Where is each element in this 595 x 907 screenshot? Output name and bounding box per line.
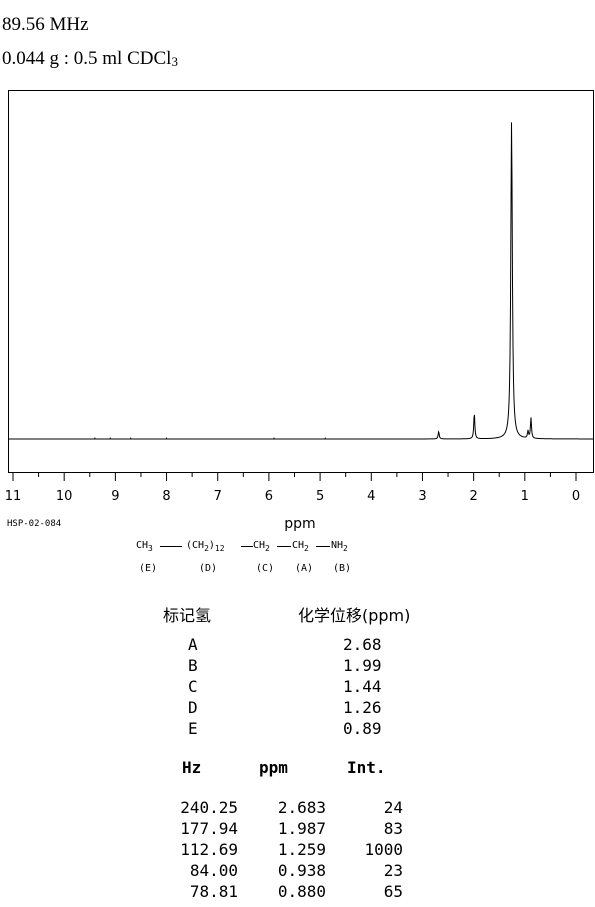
- peak-hz: 84.00: [189, 861, 238, 880]
- x-tick-label: 3: [418, 489, 426, 504]
- spectrum-trace: [9, 122, 594, 440]
- repeat-count: 12: [214, 544, 225, 553]
- group-ch2-a-sub: 2: [304, 544, 309, 553]
- x-axis-label: ppm: [284, 516, 315, 532]
- bond-3: [277, 546, 291, 547]
- group-ch2-a-text: CH: [292, 540, 305, 551]
- group-ch3-sub: 3: [148, 544, 153, 553]
- peak-hz: 177.94: [180, 819, 238, 838]
- nmr-spectrum-chart: 11 10 9 8 7 6 5 4 3 2 1 0 ppm: [5, 90, 594, 532]
- x-tick-label: 11: [5, 489, 22, 504]
- x-tick-label: 6: [265, 489, 273, 504]
- plot-frame: [8, 90, 594, 473]
- x-tick-label: 10: [56, 489, 73, 504]
- assignment-shift: 1.26: [343, 698, 382, 717]
- x-axis-ticks: [12, 473, 577, 481]
- sample-concentration: 0.044 g : 0.5 ml CDCl3: [2, 48, 178, 70]
- peak-hz: 78.81: [189, 882, 238, 901]
- bond-1: [160, 546, 182, 547]
- group-nh2-text: NH: [331, 540, 344, 551]
- assignment-shift: 2.68: [343, 635, 382, 654]
- assignment-label: E: [188, 719, 198, 738]
- assignment-shift: 0.89: [343, 719, 382, 738]
- assignment-header-shift: 化学位移(ppm): [298, 606, 411, 625]
- spectrum-code: HSP-02-084: [7, 519, 62, 529]
- group-ch2-a: CH2: [292, 540, 309, 553]
- group-ch2-repeat: (CH2)12: [186, 540, 225, 553]
- peak-int: 24: [383, 798, 403, 817]
- peak-ppm: 1.987: [277, 819, 326, 838]
- group-ch3: CH3: [136, 540, 153, 553]
- group-ch2-repeat-sub: 2: [204, 544, 209, 553]
- label-e: (E): [139, 563, 158, 574]
- sample-subscript: 3: [171, 54, 178, 69]
- assignment-label: C: [188, 677, 198, 696]
- bond-4: [316, 546, 330, 547]
- x-tick-label: 9: [111, 489, 119, 504]
- peak-int: 23: [383, 861, 403, 880]
- x-tick-label: 2: [469, 489, 477, 504]
- peak-hz: 240.25: [180, 798, 238, 817]
- group-ch2-repeat-close: ): [208, 540, 215, 551]
- spectrometer-frequency: 89.56 MHz: [2, 14, 89, 35]
- peak-int: 1000: [364, 840, 403, 859]
- x-tick-label: 8: [162, 489, 170, 504]
- peak-header-int: Int.: [347, 758, 386, 777]
- group-ch2-repeat-open: (CH: [186, 540, 205, 551]
- peak-header-ppm: ppm: [259, 758, 288, 777]
- group-ch2-c-text: CH: [253, 540, 266, 551]
- group-nh2-sub: 2: [343, 544, 348, 553]
- peak-int: 83: [383, 819, 403, 838]
- assignment-shift: 1.99: [343, 656, 382, 675]
- x-axis-tick-labels: 11 10 9 8 7 6 5 4 3 2 1 0: [5, 489, 580, 504]
- group-ch2-c: CH2: [253, 540, 270, 553]
- label-b: (B): [333, 563, 352, 574]
- label-a: (A): [295, 563, 314, 574]
- group-ch3-text: CH: [136, 540, 149, 551]
- group-ch2-c-sub: 2: [265, 544, 270, 553]
- assignment-label: A: [188, 635, 198, 654]
- label-d: (D): [199, 563, 218, 574]
- assignment-header-label: 标记氢: [163, 606, 212, 625]
- x-tick-label: 7: [214, 489, 222, 504]
- peak-hz: 112.69: [180, 840, 238, 859]
- peak-ppm: 0.938: [277, 861, 326, 880]
- molecular-structure: CH3 (CH2)12 CH2 CH2 NH2 (E) (D) (C) (A) …: [0, 535, 595, 580]
- x-tick-label: 5: [316, 489, 324, 504]
- bond-2: [241, 546, 253, 547]
- assignment-label: D: [188, 698, 198, 717]
- assignment-label: B: [188, 656, 198, 675]
- group-nh2: NH2: [331, 540, 348, 553]
- x-tick-label: 0: [572, 489, 580, 504]
- peak-ppm: 0.880: [277, 882, 326, 901]
- baseline-noise: [94, 437, 326, 439]
- peak-ppm: 1.259: [277, 840, 326, 859]
- assignment-shift: 1.44: [343, 677, 382, 696]
- peak-ppm: 2.683: [277, 798, 326, 817]
- peak-header-hz: Hz: [182, 758, 202, 777]
- peak-int: 65: [383, 882, 403, 901]
- label-c: (C): [256, 563, 275, 574]
- x-tick-label: 4: [367, 489, 375, 504]
- x-tick-label: 1: [521, 489, 529, 504]
- sample-text: 0.044 g : 0.5 ml CDCl: [2, 48, 172, 69]
